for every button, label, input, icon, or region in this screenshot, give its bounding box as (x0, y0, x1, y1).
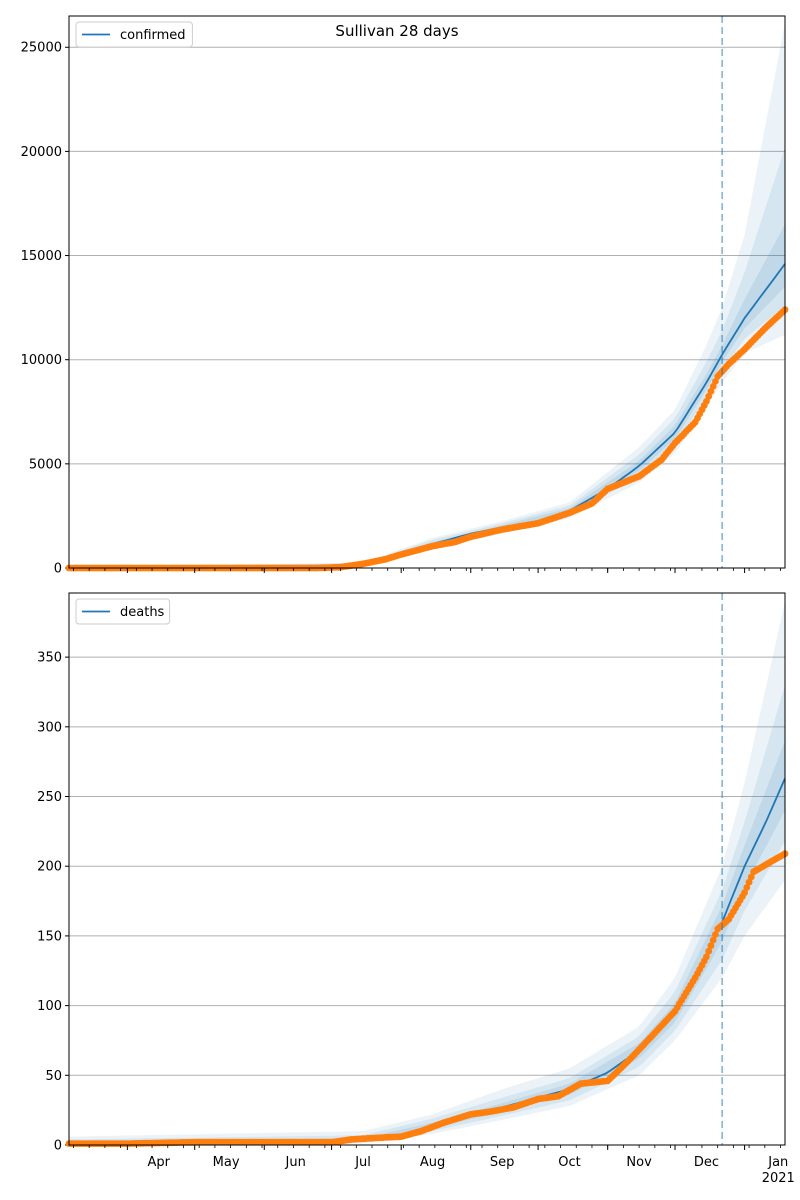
axes-frame (68, 15, 786, 569)
x-tick-label: Jul (354, 1155, 371, 1170)
legend: confirmed (75, 21, 193, 48)
observed-point (745, 878, 753, 886)
x-tick-label: May (213, 1155, 240, 1170)
observed-point (743, 884, 751, 891)
y-tick-label: 15000 (21, 249, 62, 264)
legend: deaths (75, 598, 171, 625)
axes-frame (68, 592, 786, 1146)
observed-point (747, 873, 755, 881)
y-tick-label: 0 (54, 562, 62, 577)
observed-point (709, 936, 717, 944)
legend-label: confirmed (120, 28, 186, 43)
y-tick-label: 350 (37, 651, 62, 666)
y-tick-label: 10000 (21, 353, 62, 368)
deaths-panel: 0 50 100 150 200 250 300 350 Apr May Jun Jul Aug Sep O… (37, 592, 795, 1186)
x-tick-label: Aug (420, 1155, 445, 1170)
x-tick-label: Jun (285, 1155, 306, 1170)
y-tick-label: 200 (37, 860, 62, 875)
x-tick-label: Jan (767, 1155, 788, 1170)
observed-point (707, 942, 715, 950)
x-tick-label: Nov (626, 1155, 652, 1170)
x-tick-label: Oct (558, 1155, 580, 1170)
x-tick-label: Apr (148, 1155, 171, 1170)
legend-box (75, 598, 171, 625)
y-tick-label: 0 (54, 1139, 62, 1154)
y-tick-label: 150 (37, 929, 62, 944)
y-tick-label: 50 (45, 1069, 62, 1084)
x-tick-label: Sep (490, 1155, 515, 1170)
x-tick-label: Dec (694, 1155, 719, 1170)
y-tick-label: 100 (37, 999, 62, 1014)
y-tick-label: 250 (37, 790, 62, 805)
y-tick-label: 25000 (21, 41, 62, 56)
legend-box (75, 21, 193, 48)
legend-label: deaths (120, 605, 165, 620)
observed-point (703, 953, 710, 961)
y-tick-label: 5000 (29, 457, 62, 472)
observed-point (705, 947, 713, 955)
observed-point (741, 889, 748, 897)
x-year-label: 2021 (762, 1171, 795, 1186)
y-tick-label: 20000 (21, 145, 62, 160)
chart-title: Sullivan 28 days (335, 22, 458, 40)
confirmed-panel: 0 5000 10000 15000 20000 25000 confirmed (21, 15, 789, 577)
observed-point (712, 931, 719, 938)
y-tick-label: 300 (37, 720, 62, 735)
